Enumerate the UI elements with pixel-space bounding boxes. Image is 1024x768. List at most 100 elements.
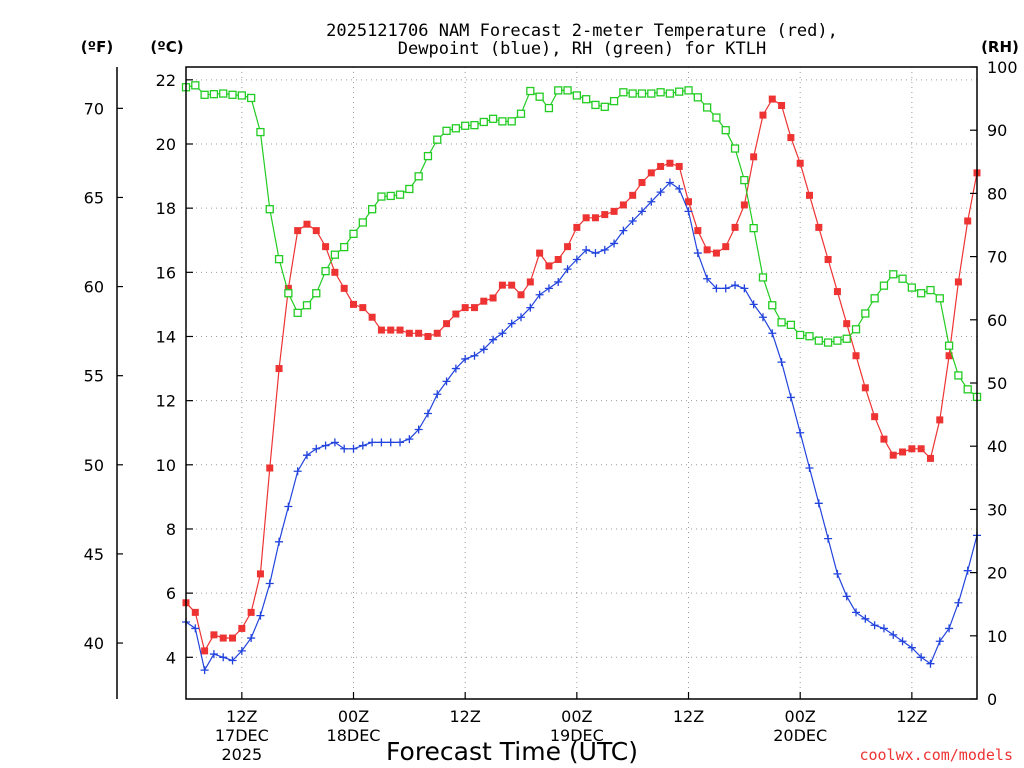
rh-point — [740, 175, 749, 185]
temperature-point — [740, 201, 748, 209]
rh-point — [191, 81, 200, 90]
celsius-tick-label: 4 — [166, 648, 176, 667]
rh-point — [563, 86, 572, 95]
temperature-point — [191, 608, 199, 616]
rh-point — [470, 120, 479, 130]
temperature-point — [843, 320, 851, 328]
temperature-point — [722, 243, 730, 251]
temperature-point — [778, 101, 786, 109]
temperature-point — [805, 191, 813, 199]
temperature-point — [731, 223, 739, 231]
dewpoint-point — [340, 444, 349, 453]
temperature-point — [666, 159, 674, 167]
dewpoint-point — [758, 313, 767, 322]
rh-point — [358, 218, 367, 227]
grid-lines — [186, 67, 977, 699]
dewpoint-point — [721, 284, 730, 293]
temperature-point — [750, 153, 758, 161]
watermark-label: coolwx.com/models — [859, 746, 1013, 764]
rh-tick-label: 10 — [987, 627, 1007, 646]
rh-unit-label: (RH) — [981, 38, 1019, 56]
rh-point — [321, 266, 330, 276]
rh-point — [609, 96, 619, 106]
dewpoint-point — [628, 216, 637, 225]
celsius-tick-label: 8 — [166, 520, 176, 539]
x-tick-label: 12Z — [226, 707, 257, 726]
dewpoint-point — [610, 239, 619, 248]
rh-point — [730, 144, 740, 153]
x-tick-label: 00Z — [785, 707, 816, 726]
dewpoint-point — [414, 425, 423, 434]
x-tick-label: 12Z — [450, 707, 481, 726]
rh-point — [693, 93, 702, 102]
rh-point — [907, 283, 917, 292]
dewpoint-point — [907, 643, 916, 652]
dewpoint-point — [247, 634, 256, 643]
temperature-point — [359, 304, 367, 312]
temperature-point — [796, 159, 804, 167]
temperature-point — [322, 243, 330, 251]
dewpoint-point — [786, 393, 795, 402]
rh-tick-label: 70 — [987, 248, 1007, 267]
fahrenheit-tick-label: 45 — [84, 545, 104, 564]
fahrenheit-tick-label: 55 — [84, 367, 104, 386]
dewpoint-point — [600, 245, 609, 254]
temperature-point — [303, 220, 311, 228]
rh-point — [256, 127, 265, 137]
x-tick-label: 18DEC — [327, 726, 381, 745]
rh-point — [647, 89, 656, 98]
fahrenheit-tick-label: 60 — [84, 278, 104, 297]
x-tick-label: 17DEC — [215, 726, 269, 745]
temperature-point — [601, 211, 609, 219]
temperature-point — [759, 111, 767, 119]
temperature-point — [703, 246, 711, 254]
rh-point — [395, 190, 405, 199]
dewpoint-point — [619, 226, 628, 235]
rh-point — [786, 320, 796, 330]
rh-point — [433, 135, 442, 144]
dewpoint-point — [665, 178, 674, 187]
temperature-point — [564, 243, 572, 251]
temperature-point — [452, 310, 460, 318]
rh-point — [870, 294, 879, 303]
rh-point — [200, 90, 209, 99]
series-1 — [182, 178, 981, 675]
dewpoint-point — [572, 255, 581, 264]
temperature-point — [331, 268, 339, 276]
rh-point — [572, 91, 581, 100]
dewpoint-point — [219, 653, 228, 662]
rh-point — [330, 250, 340, 259]
rh-point — [935, 294, 944, 303]
temperature-point — [415, 329, 423, 337]
celsius-tick-label: 12 — [156, 392, 176, 411]
dewpoint-point — [637, 207, 646, 216]
rh-point — [507, 117, 516, 126]
rh-point — [777, 318, 786, 327]
dewpoint-point — [396, 438, 405, 447]
temperature-point — [573, 223, 581, 231]
dewpoint-point — [647, 197, 656, 206]
dewpoint-point — [954, 598, 963, 607]
dewpoint-point — [777, 358, 786, 367]
temperature-point — [861, 384, 869, 392]
temperature-point — [210, 631, 218, 639]
dewpoint-point — [675, 184, 684, 193]
temperature-point — [294, 227, 302, 235]
dewpoint-point — [870, 621, 879, 630]
temperature-point — [256, 570, 264, 578]
rh-tick-label: 0 — [987, 690, 997, 709]
rh-tick-label: 20 — [987, 564, 1007, 583]
dewpoint-point — [470, 351, 479, 360]
dewpoint-point — [814, 499, 823, 508]
rh-point — [284, 289, 293, 298]
temperature-point — [517, 291, 525, 299]
temperature-point — [954, 278, 962, 286]
x-axis-title: Forecast Time (UTC) — [386, 737, 638, 766]
temperature-point — [657, 162, 665, 170]
dewpoint-point — [358, 441, 367, 450]
rh-point — [889, 270, 898, 279]
fahrenheit-tick-label: 40 — [84, 634, 104, 653]
fahrenheit-tick-label: 65 — [84, 188, 104, 207]
temperature-point — [629, 191, 637, 199]
